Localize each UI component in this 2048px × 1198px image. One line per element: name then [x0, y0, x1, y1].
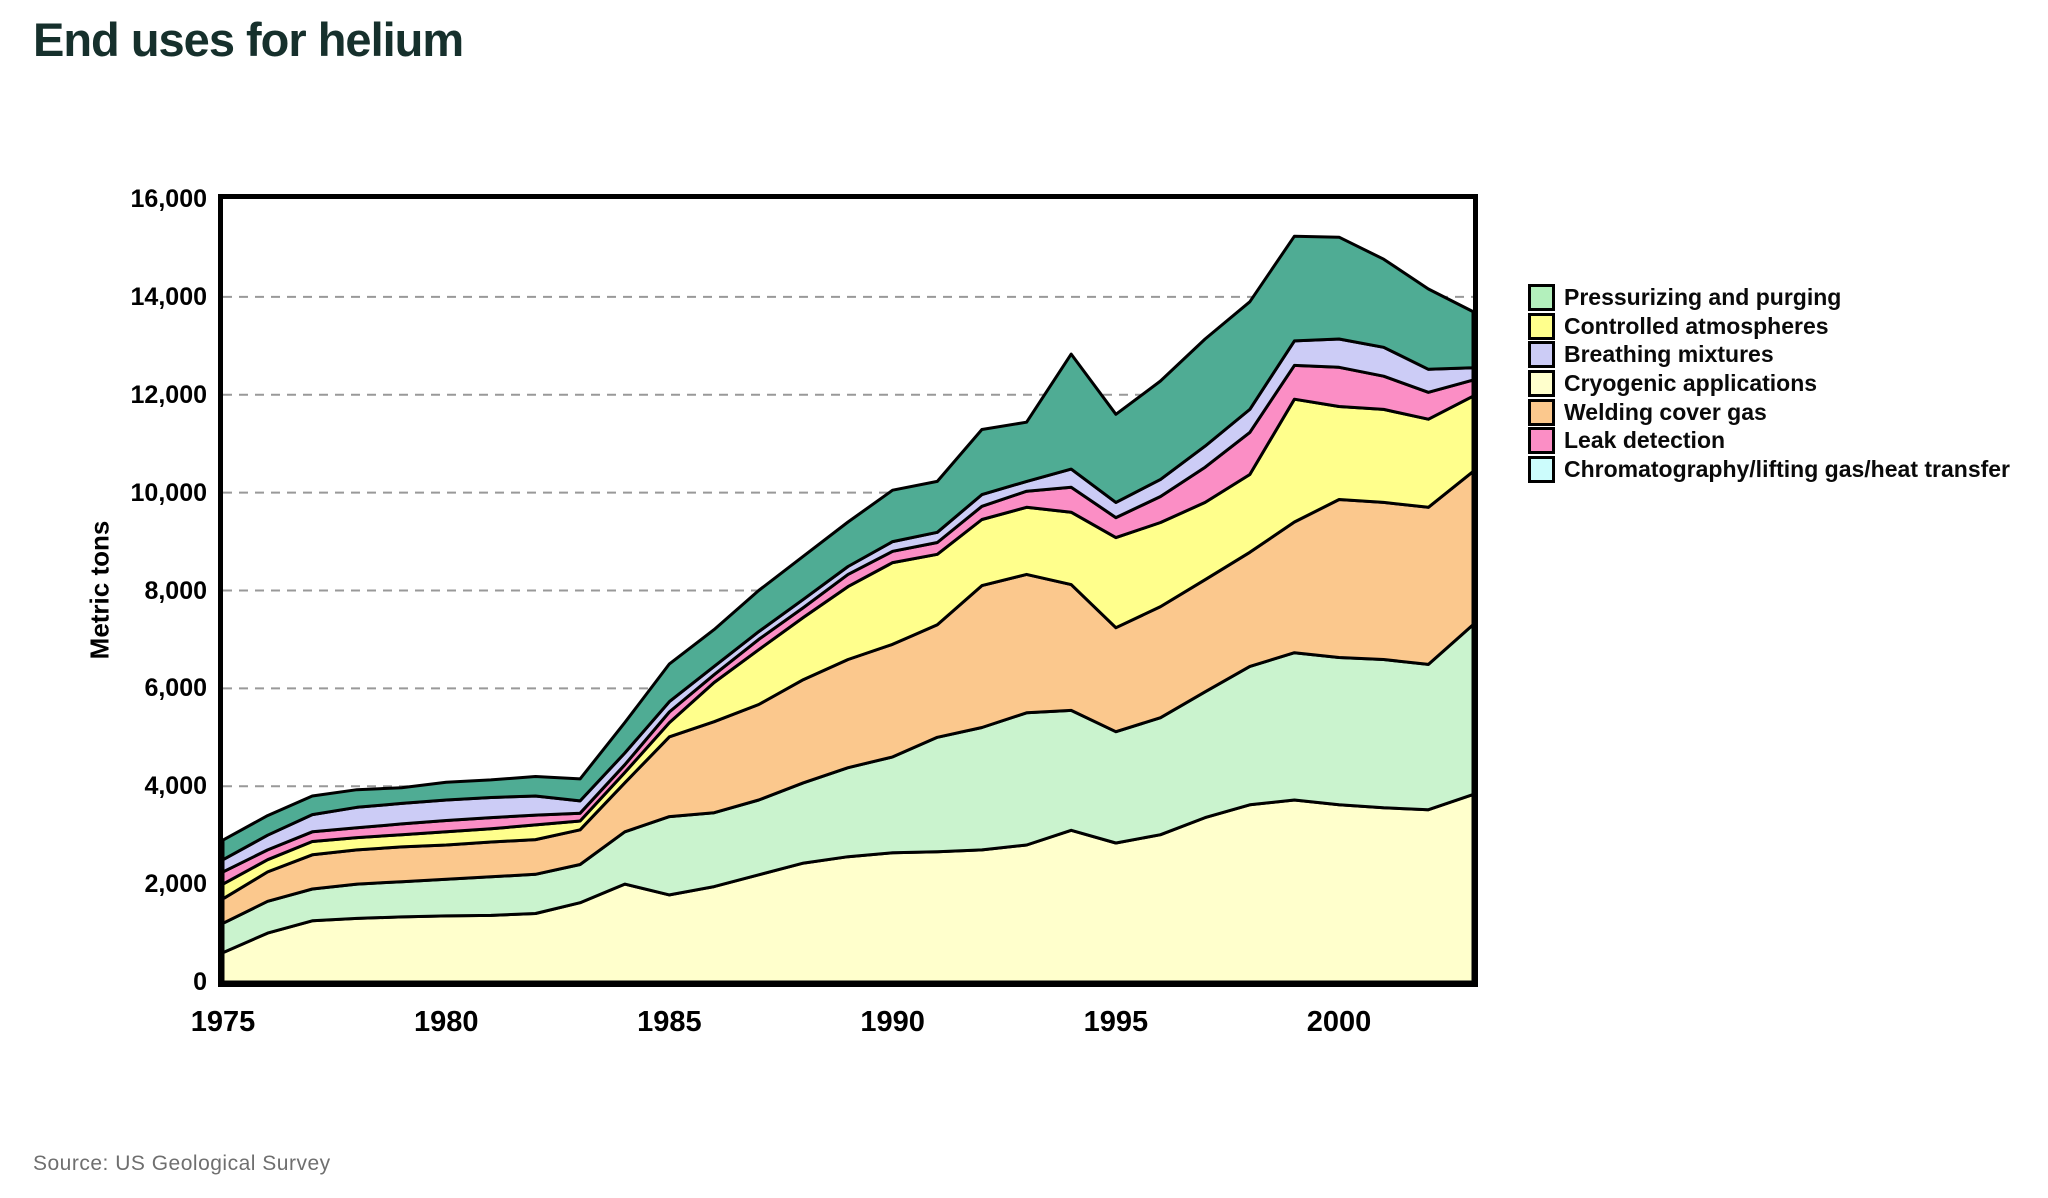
legend-item-4: Welding cover gas: [1528, 398, 2010, 427]
legend-swatch-icon: [1528, 312, 1555, 340]
legend-label: Leak detection: [1564, 427, 1726, 454]
legend-label: Breathing mixtures: [1564, 341, 1774, 368]
legend-swatch-icon: [1528, 341, 1555, 369]
legend-swatch-icon: [1528, 455, 1555, 483]
source-note: Source: US Geological Survey: [33, 1152, 331, 1175]
chart-title: End uses for helium: [33, 13, 464, 66]
legend-item-3: Cryogenic applications: [1528, 369, 2010, 398]
y-tick-label-0: 0: [193, 968, 207, 996]
legend-swatch-icon: [1528, 369, 1555, 397]
legend-item-2: Breathing mixtures: [1528, 340, 2010, 369]
legend-swatch-icon: [1528, 283, 1555, 311]
area-series-6: [223, 234, 1473, 862]
legend-item-6: Chromatography/lifting gas/heat transfer: [1528, 455, 2010, 484]
legend-swatch-icon: [1528, 398, 1555, 426]
y-tick-label-14,000: 14,000: [130, 282, 207, 311]
legend-item-1: Controlled atmospheres: [1528, 312, 2010, 341]
legend-item-5: Leak detection: [1528, 426, 2010, 455]
legend-swatch-icon: [1528, 427, 1555, 455]
legend-label: Chromatography/lifting gas/heat transfer: [1564, 455, 2011, 482]
chart-legend: Pressurizing and purging Controlled atmos…: [1528, 283, 2010, 484]
y-tick-label-4,000: 4,000: [144, 772, 207, 801]
x-tick-label-2000: 2000: [1306, 1006, 1372, 1038]
stacked-area-chart: [223, 234, 1473, 982]
x-tick-label-1990: 1990: [860, 1006, 925, 1038]
y-tick-label-16,000: 16,000: [130, 185, 207, 213]
x-tick-label-1975: 1975: [190, 1006, 256, 1038]
legend-label: Cryogenic applications: [1564, 369, 1818, 396]
legend-label: Pressurizing and purging: [1564, 283, 1842, 310]
y-tick-label-8,000: 8,000: [144, 576, 207, 605]
y-tick-label-10,000: 10,000: [130, 478, 207, 507]
plot-area: [218, 194, 1478, 987]
x-tick-label-1985: 1985: [637, 1006, 702, 1038]
y-tick-label-12,000: 12,000: [130, 380, 207, 409]
legend-label: Welding cover gas: [1564, 398, 1767, 425]
y-tick-label-2,000: 2,000: [144, 870, 207, 899]
legend-item-0: Pressurizing and purging: [1528, 283, 2010, 312]
x-tick-label-1995: 1995: [1083, 1006, 1149, 1038]
legend-label: Controlled atmospheres: [1564, 312, 1829, 339]
y-tick-label-6,000: 6,000: [144, 674, 207, 703]
x-tick-label-1980: 1980: [413, 1006, 479, 1038]
